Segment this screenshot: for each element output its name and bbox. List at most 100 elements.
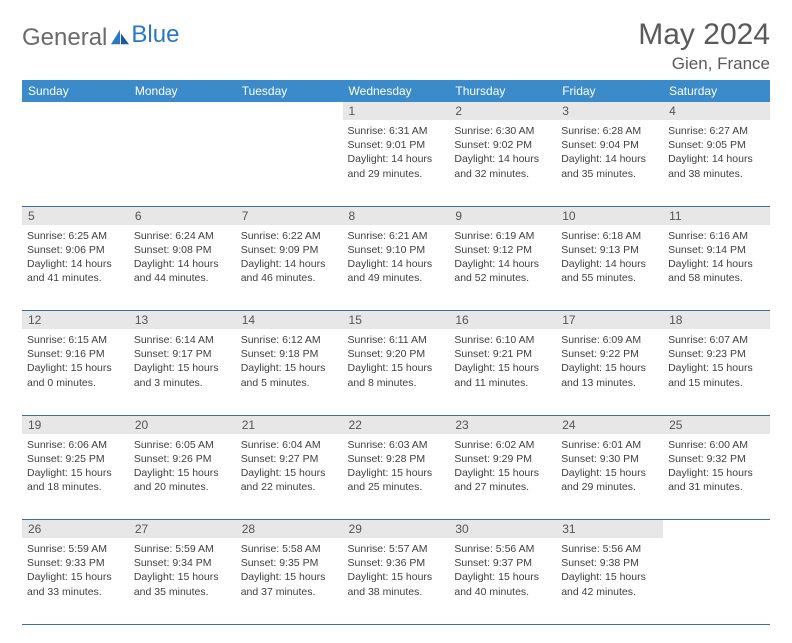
- day-cell: Sunrise: 6:27 AMSunset: 9:05 PMDaylight:…: [663, 120, 770, 206]
- day-details: Sunrise: 6:01 AMSunset: 9:30 PMDaylight:…: [561, 438, 658, 495]
- day-number-cell: 20: [129, 415, 236, 434]
- day-details: Sunrise: 6:09 AMSunset: 9:22 PMDaylight:…: [561, 333, 658, 390]
- weekday-header-row: Sunday Monday Tuesday Wednesday Thursday…: [22, 80, 770, 102]
- day-details: Sunrise: 5:59 AMSunset: 9:33 PMDaylight:…: [27, 542, 124, 599]
- brand-part1: General: [22, 24, 107, 52]
- day-cell: Sunrise: 6:15 AMSunset: 9:16 PMDaylight:…: [22, 329, 129, 415]
- day-cell: Sunrise: 6:28 AMSunset: 9:04 PMDaylight:…: [556, 120, 663, 206]
- day-cell: Sunrise: 6:03 AMSunset: 9:28 PMDaylight:…: [343, 434, 450, 520]
- day-details: Sunrise: 6:05 AMSunset: 9:26 PMDaylight:…: [134, 438, 231, 495]
- day-number-cell: 11: [663, 206, 770, 225]
- day-details: Sunrise: 6:21 AMSunset: 9:10 PMDaylight:…: [348, 229, 445, 286]
- day-number-cell: 28: [236, 520, 343, 539]
- day-cell: Sunrise: 5:57 AMSunset: 9:36 PMDaylight:…: [343, 538, 450, 624]
- day-details: Sunrise: 6:16 AMSunset: 9:14 PMDaylight:…: [668, 229, 765, 286]
- calendar-page: General Blue May 2024 Gien, France Sunda…: [0, 0, 792, 643]
- brand-part2: Blue: [131, 21, 179, 49]
- day-details: Sunrise: 5:58 AMSunset: 9:35 PMDaylight:…: [241, 542, 338, 599]
- day-cell: Sunrise: 5:58 AMSunset: 9:35 PMDaylight:…: [236, 538, 343, 624]
- day-number-cell: 9: [449, 206, 556, 225]
- day-details: Sunrise: 6:07 AMSunset: 9:23 PMDaylight:…: [668, 333, 765, 390]
- day-number-row: 567891011: [22, 206, 770, 225]
- day-details: Sunrise: 5:56 AMSunset: 9:37 PMDaylight:…: [454, 542, 551, 599]
- day-number-cell: 4: [663, 102, 770, 120]
- day-cell: Sunrise: 6:09 AMSunset: 9:22 PMDaylight:…: [556, 329, 663, 415]
- day-number-cell: 22: [343, 415, 450, 434]
- day-cell: Sunrise: 6:16 AMSunset: 9:14 PMDaylight:…: [663, 225, 770, 311]
- day-cell: Sunrise: 6:30 AMSunset: 9:02 PMDaylight:…: [449, 120, 556, 206]
- day-details: Sunrise: 5:57 AMSunset: 9:36 PMDaylight:…: [348, 542, 445, 599]
- day-number-cell: 25: [663, 415, 770, 434]
- day-number-cell: 1: [343, 102, 450, 120]
- day-number-cell: 31: [556, 520, 663, 539]
- day-cell: Sunrise: 6:21 AMSunset: 9:10 PMDaylight:…: [343, 225, 450, 311]
- day-number-cell: 23: [449, 415, 556, 434]
- day-cell: Sunrise: 5:59 AMSunset: 9:33 PMDaylight:…: [22, 538, 129, 624]
- day-cell: Sunrise: 6:24 AMSunset: 9:08 PMDaylight:…: [129, 225, 236, 311]
- day-number-cell: 14: [236, 311, 343, 330]
- day-number-cell: 3: [556, 102, 663, 120]
- day-number-cell: 6: [129, 206, 236, 225]
- day-number-cell: 30: [449, 520, 556, 539]
- day-details: Sunrise: 5:56 AMSunset: 9:38 PMDaylight:…: [561, 542, 658, 599]
- day-number-cell: [22, 102, 129, 120]
- day-number-cell: 27: [129, 520, 236, 539]
- day-cell: Sunrise: 6:02 AMSunset: 9:29 PMDaylight:…: [449, 434, 556, 520]
- day-cell: Sunrise: 6:31 AMSunset: 9:01 PMDaylight:…: [343, 120, 450, 206]
- day-details: Sunrise: 6:10 AMSunset: 9:21 PMDaylight:…: [454, 333, 551, 390]
- header: General Blue May 2024 Gien, France: [22, 18, 770, 74]
- day-number-cell: 16: [449, 311, 556, 330]
- day-details: Sunrise: 6:30 AMSunset: 9:02 PMDaylight:…: [454, 124, 551, 181]
- day-details: Sunrise: 6:25 AMSunset: 9:06 PMDaylight:…: [27, 229, 124, 286]
- day-number-row: 12131415161718: [22, 311, 770, 330]
- day-details: Sunrise: 6:28 AMSunset: 9:04 PMDaylight:…: [561, 124, 658, 181]
- day-content-row: Sunrise: 6:25 AMSunset: 9:06 PMDaylight:…: [22, 225, 770, 311]
- day-details: Sunrise: 6:14 AMSunset: 9:17 PMDaylight:…: [134, 333, 231, 390]
- day-cell: Sunrise: 6:04 AMSunset: 9:27 PMDaylight:…: [236, 434, 343, 520]
- day-cell: Sunrise: 5:56 AMSunset: 9:37 PMDaylight:…: [449, 538, 556, 624]
- day-number-cell: 18: [663, 311, 770, 330]
- day-cell: [129, 120, 236, 206]
- day-number-row: 1234: [22, 102, 770, 120]
- day-content-row: Sunrise: 6:15 AMSunset: 9:16 PMDaylight:…: [22, 329, 770, 415]
- day-number-row: 262728293031: [22, 520, 770, 539]
- day-details: Sunrise: 6:24 AMSunset: 9:08 PMDaylight:…: [134, 229, 231, 286]
- day-details: Sunrise: 5:59 AMSunset: 9:34 PMDaylight:…: [134, 542, 231, 599]
- day-details: Sunrise: 6:19 AMSunset: 9:12 PMDaylight:…: [454, 229, 551, 286]
- day-details: Sunrise: 6:15 AMSunset: 9:16 PMDaylight:…: [27, 333, 124, 390]
- day-details: Sunrise: 6:04 AMSunset: 9:27 PMDaylight:…: [241, 438, 338, 495]
- day-cell: Sunrise: 6:19 AMSunset: 9:12 PMDaylight:…: [449, 225, 556, 311]
- day-number-cell: [129, 102, 236, 120]
- day-content-row: Sunrise: 5:59 AMSunset: 9:33 PMDaylight:…: [22, 538, 770, 624]
- day-cell: Sunrise: 6:00 AMSunset: 9:32 PMDaylight:…: [663, 434, 770, 520]
- day-cell: Sunrise: 6:22 AMSunset: 9:09 PMDaylight:…: [236, 225, 343, 311]
- day-details: Sunrise: 6:22 AMSunset: 9:09 PMDaylight:…: [241, 229, 338, 286]
- day-cell: Sunrise: 6:07 AMSunset: 9:23 PMDaylight:…: [663, 329, 770, 415]
- day-details: Sunrise: 6:27 AMSunset: 9:05 PMDaylight:…: [668, 124, 765, 181]
- day-details: Sunrise: 6:11 AMSunset: 9:20 PMDaylight:…: [348, 333, 445, 390]
- day-number-cell: 26: [22, 520, 129, 539]
- day-number-cell: 2: [449, 102, 556, 120]
- day-cell: Sunrise: 6:01 AMSunset: 9:30 PMDaylight:…: [556, 434, 663, 520]
- weekday-header: Saturday: [663, 80, 770, 102]
- brand-logo: General Blue: [22, 18, 179, 52]
- month-title: May 2024: [638, 18, 770, 52]
- day-number-cell: 21: [236, 415, 343, 434]
- weekday-header: Sunday: [22, 80, 129, 102]
- day-number-cell: 12: [22, 311, 129, 330]
- day-content-row: Sunrise: 6:06 AMSunset: 9:25 PMDaylight:…: [22, 434, 770, 520]
- day-number-cell: 17: [556, 311, 663, 330]
- day-number-cell: 5: [22, 206, 129, 225]
- day-cell: [236, 120, 343, 206]
- day-number-cell: 10: [556, 206, 663, 225]
- title-block: May 2024 Gien, France: [638, 18, 770, 74]
- day-cell: Sunrise: 6:25 AMSunset: 9:06 PMDaylight:…: [22, 225, 129, 311]
- day-number-cell: 15: [343, 311, 450, 330]
- day-cell: Sunrise: 6:06 AMSunset: 9:25 PMDaylight:…: [22, 434, 129, 520]
- day-cell: Sunrise: 6:14 AMSunset: 9:17 PMDaylight:…: [129, 329, 236, 415]
- day-number-cell: [663, 520, 770, 539]
- calendar-table: Sunday Monday Tuesday Wednesday Thursday…: [22, 80, 770, 625]
- day-cell: Sunrise: 6:12 AMSunset: 9:18 PMDaylight:…: [236, 329, 343, 415]
- day-cell: Sunrise: 6:18 AMSunset: 9:13 PMDaylight:…: [556, 225, 663, 311]
- day-cell: Sunrise: 6:05 AMSunset: 9:26 PMDaylight:…: [129, 434, 236, 520]
